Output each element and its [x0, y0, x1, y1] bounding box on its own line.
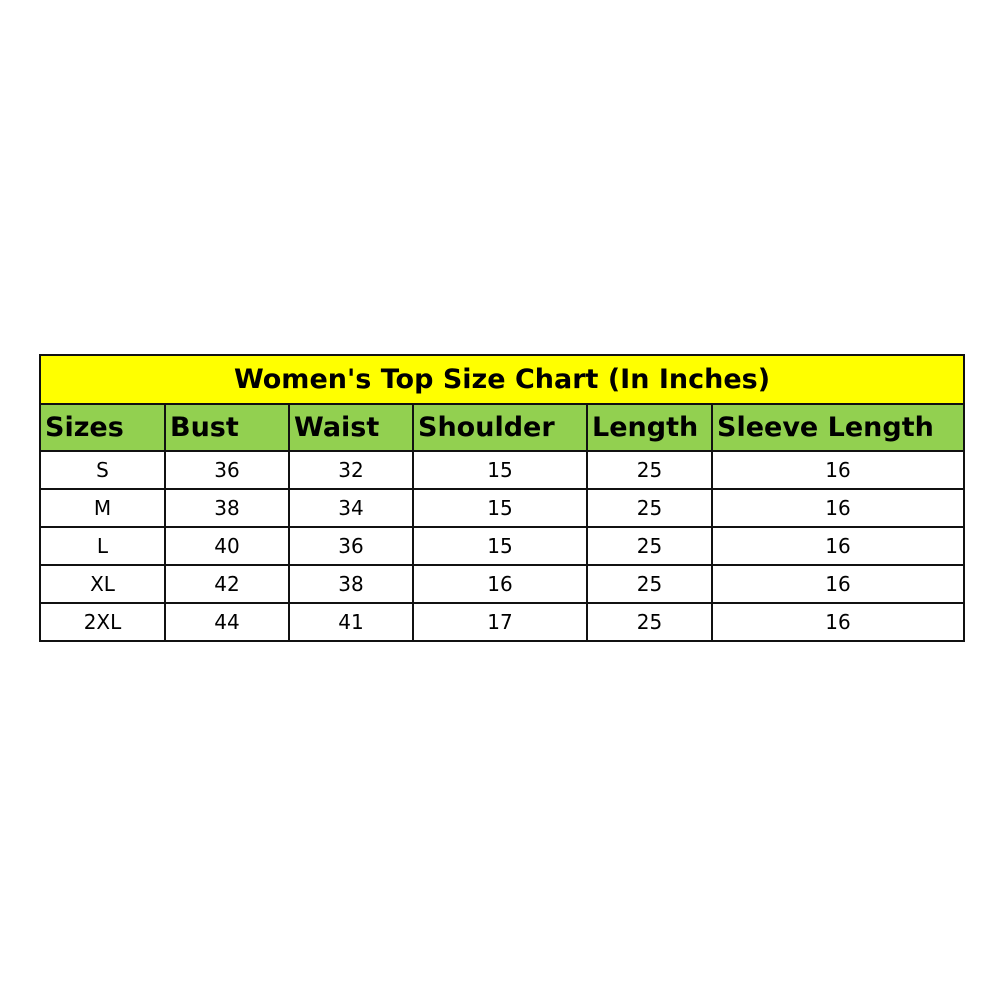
table-cell: 32	[288, 450, 414, 490]
table-cell: 16	[711, 602, 965, 642]
table-cell: XL	[39, 564, 166, 604]
table-cell: 16	[711, 488, 965, 528]
size-chart-table: Women's Top Size Chart (In Inches) Sizes…	[39, 354, 965, 642]
table-cell: 42	[164, 564, 290, 604]
table-cell: 36	[164, 450, 290, 490]
header-length: Length	[586, 403, 713, 452]
header-row: Sizes Bust Waist Shoulder Length Sleeve …	[39, 403, 965, 452]
table-row: 2XL 44 41 17 25 16	[39, 602, 965, 642]
table-cell: 40	[164, 526, 290, 566]
table-cell: 16	[711, 564, 965, 604]
table-cell: 38	[288, 564, 414, 604]
header-sleeve-length: Sleeve Length	[711, 403, 965, 452]
table-row: M 38 34 15 25 16	[39, 488, 965, 528]
header-shoulder: Shoulder	[412, 403, 588, 452]
table-cell: 36	[288, 526, 414, 566]
table-row: XL 42 38 16 25 16	[39, 564, 965, 604]
header-sizes: Sizes	[39, 403, 166, 452]
table-row: L 40 36 15 25 16	[39, 526, 965, 566]
table-cell: 16	[412, 564, 588, 604]
table-cell: 15	[412, 488, 588, 528]
table-cell: 2XL	[39, 602, 166, 642]
table-row: S 36 32 15 25 16	[39, 450, 965, 490]
table-title: Women's Top Size Chart (In Inches)	[39, 354, 965, 405]
header-waist: Waist	[288, 403, 414, 452]
table-cell: 25	[586, 488, 713, 528]
table-cell: 17	[412, 602, 588, 642]
table-cell: 25	[586, 450, 713, 490]
table-cell: M	[39, 488, 166, 528]
table-cell: S	[39, 450, 166, 490]
table-cell: 44	[164, 602, 290, 642]
table-cell: 25	[586, 564, 713, 604]
table-cell: 25	[586, 602, 713, 642]
table-cell: 41	[288, 602, 414, 642]
table-cell: 38	[164, 488, 290, 528]
table-cell: 15	[412, 450, 588, 490]
table-cell: 15	[412, 526, 588, 566]
table-cell: 34	[288, 488, 414, 528]
table-cell: 16	[711, 526, 965, 566]
table-cell: L	[39, 526, 166, 566]
table-cell: 16	[711, 450, 965, 490]
header-bust: Bust	[164, 403, 290, 452]
table-cell: 25	[586, 526, 713, 566]
